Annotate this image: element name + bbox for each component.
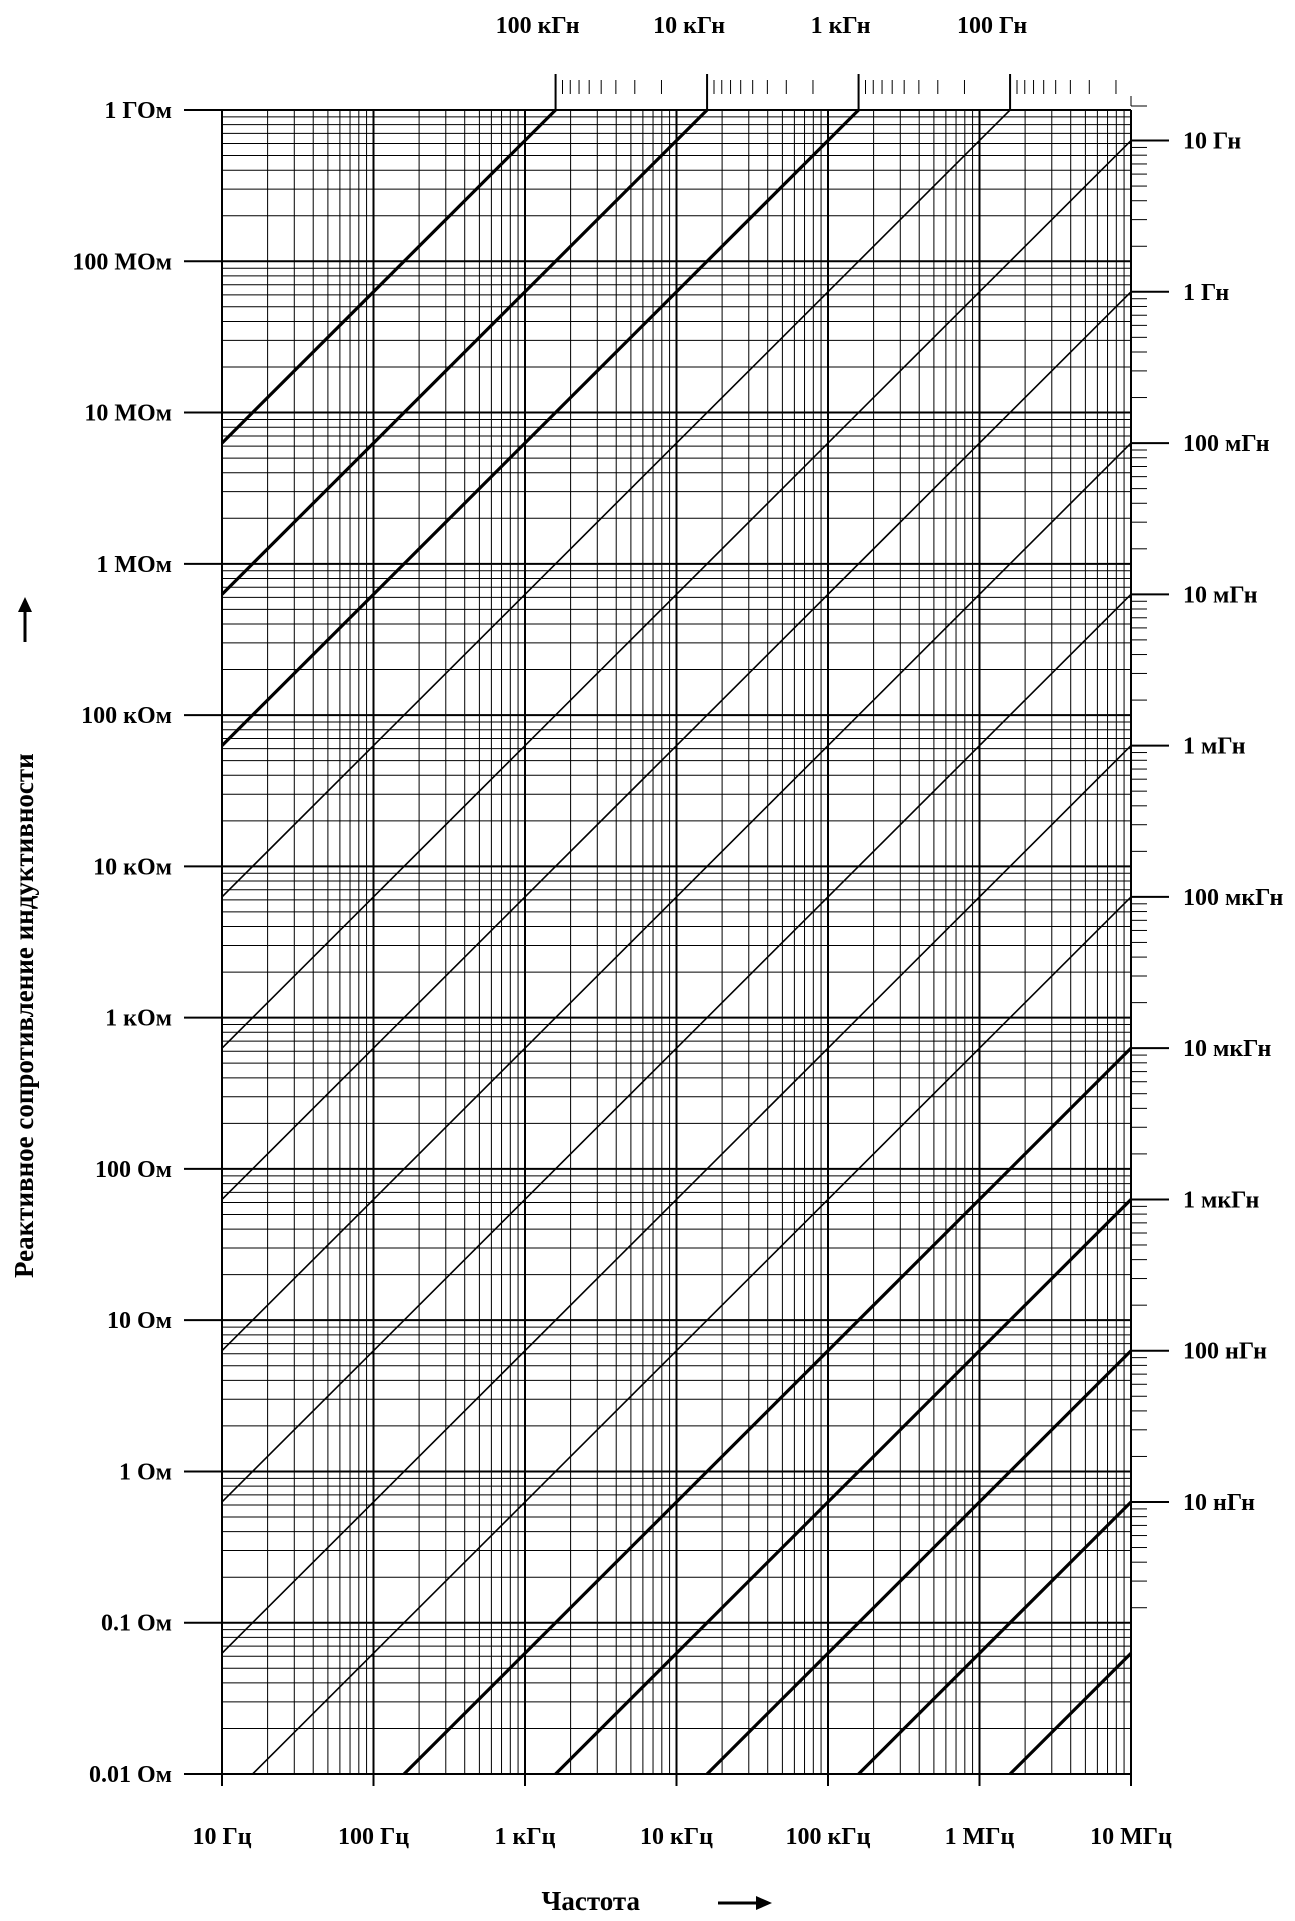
right-inductance-label: 10 мкГн [1183, 1036, 1272, 1062]
y-tick-label: 0.01 Ом [89, 1762, 172, 1788]
top-inductance-label: 100 Гн [957, 13, 1027, 39]
x-tick-label: 100 Гц [338, 1824, 409, 1850]
y-tick-label: 10 Ом [107, 1308, 172, 1334]
inductance-line-0.1h [221, 442, 1132, 1352]
inductance-line-0.0001h [252, 896, 1132, 1775]
inductance-line-1h [221, 291, 1132, 1201]
inductance-line-1000h [220, 108, 860, 747]
right-inductance-label: 100 нГн [1183, 1339, 1267, 1365]
inductance-line-0.00001h [402, 1047, 1133, 1776]
top-inductance-label: 10 кГн [653, 13, 725, 39]
inductance-line-10000h [220, 108, 709, 596]
inductance-line-1e-8h [857, 1500, 1133, 1776]
y-axis-title: Реактивное сопротивление индуктивности [9, 753, 39, 1278]
inductance-line-10h [221, 139, 1132, 1049]
y-tick-label: 1 МОм [96, 552, 172, 578]
x-tick-label: 100 кГц [786, 1824, 871, 1850]
y-tick-label: 0.1 Ом [101, 1611, 172, 1637]
y-tick-label: 1 Ом [119, 1459, 172, 1485]
inductance-line-0.001h [221, 745, 1132, 1654]
right-inductance-scale: 10 Гн 1 Гн 100 мГн 10 мГн 1 мГн 100 мкГн 10 мк… [1131, 129, 1284, 1609]
top-inductance-label: 1 кГн [811, 13, 871, 39]
x-axis-arrow [718, 1896, 772, 1910]
x-tick-label: 10 Гц [192, 1824, 251, 1850]
y-tick-label: 100 кОм [81, 703, 172, 729]
inductance-line-1e-7h [705, 1349, 1133, 1776]
inductance-line-0.01h [221, 593, 1132, 1503]
y-tick-label: 1 кОм [105, 1006, 172, 1032]
right-inductance-label: 1 Гн [1183, 280, 1229, 306]
x-tick-label: 10 кГц [640, 1824, 713, 1850]
inductance-line-0.000001h [554, 1198, 1133, 1776]
inductance-lines [220, 108, 1133, 1776]
right-inductance-label: 10 мГн [1183, 582, 1258, 608]
y-tick-label: 100 Ом [95, 1157, 172, 1183]
x-tick-labels: 10 Гц 100 Гц 1 кГц 10 кГц 100 кГц 1 МГц 10 МГц [192, 1824, 1172, 1850]
top-inductance-scale: 100 кГн 10 кГн 1 кГн 100 Гн [496, 13, 1147, 110]
inductance-line-100h [221, 109, 1011, 898]
y-tick-label: 10 МОм [84, 401, 172, 427]
inductance-line-1e-9h [1008, 1652, 1133, 1776]
x-axis-title: Частота [542, 1886, 641, 1916]
y-tick-label: 1 ГОм [104, 98, 172, 124]
right-inductance-label: 10 Гн [1183, 129, 1241, 155]
y-axis-arrow [18, 597, 32, 642]
right-inductance-label: 1 мГн [1183, 734, 1246, 760]
right-inductance-label: 10 нГн [1183, 1490, 1255, 1516]
inductance-line-100000h [220, 108, 557, 445]
right-inductance-label: 100 мГн [1183, 431, 1270, 457]
x-tick-label: 1 кГц [495, 1824, 556, 1850]
top-inductance-label: 100 кГн [496, 13, 580, 39]
right-inductance-label: 1 мкГн [1183, 1187, 1260, 1213]
x-tick-label: 1 МГц [945, 1824, 1015, 1850]
y-tick-label: 100 МОм [72, 249, 172, 275]
y-tick-labels: 0.01 Ом 0.1 Ом 1 Ом 10 Ом 100 Ом 1 кОм 10 кОм 1… [72, 98, 172, 1788]
x-tick-label: 10 МГц [1090, 1824, 1172, 1850]
y-tick-label: 10 кОм [93, 854, 172, 880]
major-grid [184, 109, 1132, 1786]
right-inductance-label: 100 мкГн [1183, 885, 1284, 911]
